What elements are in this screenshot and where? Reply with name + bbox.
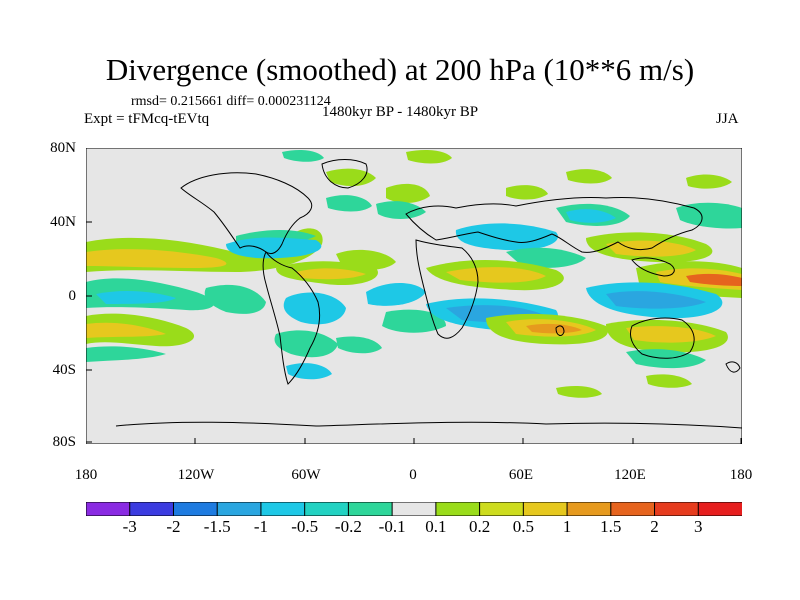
colorbar-swatch	[304, 502, 350, 516]
divergence-field	[86, 150, 742, 398]
period-text: 1480kyr BP - 1480kyr BP	[322, 104, 479, 120]
lon-label-60w: 60W	[291, 467, 321, 483]
colorbar-swatch	[566, 502, 612, 516]
season-label: JJA	[716, 111, 739, 127]
colorbar-label: 1	[562, 517, 572, 536]
colorbar-swatch	[216, 502, 262, 516]
colorbar-swatch	[347, 502, 394, 516]
divergence-map	[86, 148, 742, 444]
colorbar-label: 0.5	[512, 517, 534, 536]
colorbar	[86, 502, 742, 516]
colorbar-label: 3	[694, 517, 703, 536]
colorbar-label: -2	[166, 517, 181, 536]
lon-label-180w: 180	[74, 467, 98, 483]
lat-label-0: 0	[68, 288, 77, 304]
lat-label-80n: 80N	[50, 140, 76, 156]
colorbar-label: 1.5	[600, 517, 622, 536]
colorbar-swatch	[610, 502, 656, 516]
colorbar-label: -0.2	[334, 517, 362, 536]
colorbar-swatch	[654, 502, 700, 516]
colorbar-label: -1	[253, 517, 268, 536]
colorbar-swatch	[260, 502, 306, 516]
colorbar-label: 0.1	[425, 517, 447, 536]
lon-label-60e: 60E	[508, 467, 534, 483]
colorbar-label: -1.5	[203, 517, 231, 536]
lon-label-120e: 120E	[614, 467, 646, 483]
lat-label-40n: 40N	[50, 214, 76, 230]
colorbar-swatch	[435, 502, 481, 516]
colorbar-swatch	[86, 502, 131, 516]
colorbar-swatch	[129, 502, 175, 516]
stats-text: rmsd= 0.215661 diff= 0.000231124	[131, 94, 331, 109]
colorbar-swatch	[479, 502, 525, 516]
lon-ticks	[86, 438, 742, 444]
lon-label-120w: 120W	[177, 467, 215, 483]
lat-label-40s: 40S	[52, 362, 76, 378]
colorbar-label: -0.5	[291, 517, 319, 536]
colorbar-swatch	[697, 502, 742, 516]
colorbar-swatch	[172, 502, 219, 516]
experiment-text: Expt = tFMcq-tEVtq	[84, 111, 210, 127]
colorbar-swatch	[522, 502, 569, 516]
coastlines	[115, 159, 742, 429]
lon-label-180e: 180	[729, 467, 753, 483]
map-title: Divergence (smoothed) at 200 hPa (10**6 …	[105, 52, 695, 87]
colorbar-swatch	[391, 502, 437, 516]
lat-ticks	[86, 148, 92, 443]
lon-label-0: 0	[409, 467, 417, 483]
colorbar-label: 2	[650, 517, 659, 536]
colorbar-label: 0.2	[468, 517, 491, 536]
colorbar-label: -0.1	[378, 517, 406, 536]
lat-label-80s: 80S	[52, 434, 76, 450]
colorbar-label: -3	[122, 517, 137, 536]
